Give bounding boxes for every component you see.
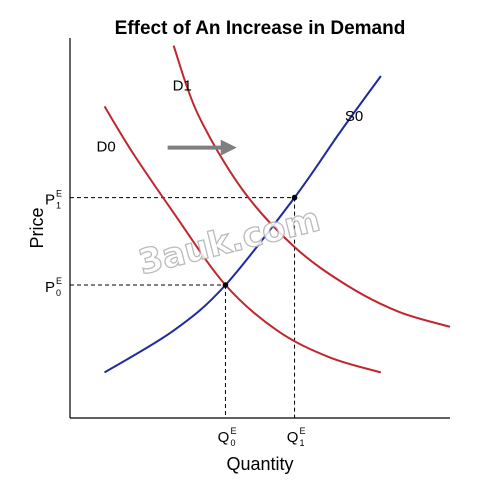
- price-tick-0: P E 0: [45, 276, 62, 298]
- price-tick-1: P E 1: [45, 189, 62, 211]
- price-tick-0-sup: E: [56, 276, 62, 286]
- chart-title: Effect of An Increase in Demand: [115, 18, 406, 39]
- quantity-tick-0-main: Q: [218, 429, 230, 446]
- price-tick-0-main: P: [45, 279, 55, 296]
- curve-label-d0: D0: [97, 138, 116, 155]
- quantity-tick-1-sub: 1: [300, 438, 305, 448]
- price-tick-1-main: P: [45, 192, 55, 209]
- quantity-tick-0-sup: E: [230, 426, 236, 436]
- watermark: 3auk.com: [135, 200, 324, 284]
- price-tick-1-sub: 1: [56, 201, 61, 211]
- price-tick-1-sup: E: [56, 189, 62, 199]
- quantity-tick-1-main: Q: [287, 429, 299, 446]
- quantity-tick-1: Q E 1: [287, 426, 306, 448]
- tick-labels: P E0Q E0P E1Q E1: [45, 189, 306, 448]
- curve-label-d1: D1: [173, 78, 192, 95]
- curve-s0: [103, 75, 382, 374]
- curve-d1: [172, 45, 451, 328]
- equilibrium-point-0: [222, 282, 229, 288]
- equilibrium-point-1: [291, 194, 298, 201]
- axes: [69, 38, 450, 419]
- price-tick-0-sub: 0: [56, 288, 61, 298]
- curve-labels: D0 D1 S0: [97, 78, 364, 156]
- quantity-tick-0: Q E 0: [218, 426, 237, 448]
- quantity-tick-1-sup: E: [300, 426, 306, 436]
- curve-label-s0: S0: [345, 108, 363, 125]
- y-axis-label: Price: [27, 207, 47, 248]
- x-axis-label: Quantity: [226, 454, 293, 474]
- equilibrium-guides: [70, 197, 296, 418]
- equilibrium-points: [222, 194, 298, 288]
- quantity-tick-0-sub: 0: [230, 438, 235, 448]
